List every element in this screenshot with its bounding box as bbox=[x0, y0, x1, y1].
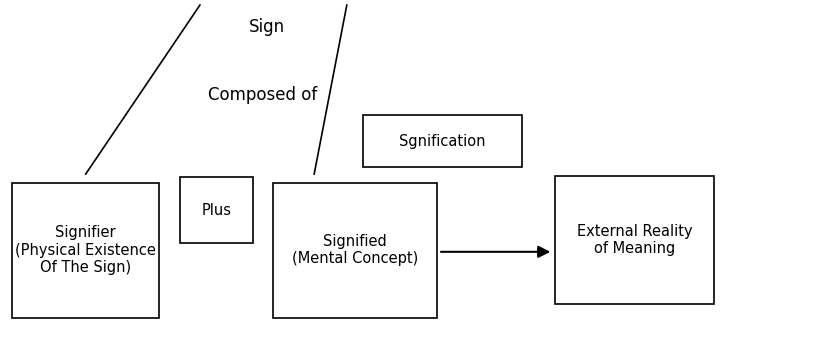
Text: Signified
(Mental Concept): Signified (Mental Concept) bbox=[292, 234, 418, 266]
Bar bbox=[555, 176, 714, 304]
Bar bbox=[12, 183, 159, 318]
Bar bbox=[273, 183, 437, 318]
Text: Sign: Sign bbox=[249, 18, 285, 36]
Text: Signifier
(Physical Existence
Of The Sign): Signifier (Physical Existence Of The Sig… bbox=[16, 225, 156, 275]
Text: Composed of: Composed of bbox=[208, 86, 317, 104]
Text: Plus: Plus bbox=[202, 203, 231, 218]
Bar bbox=[180, 177, 253, 243]
Bar bbox=[363, 115, 522, 167]
Text: Sgnification: Sgnification bbox=[399, 134, 486, 149]
Text: External Reality
of Meaning: External Reality of Meaning bbox=[577, 224, 692, 256]
